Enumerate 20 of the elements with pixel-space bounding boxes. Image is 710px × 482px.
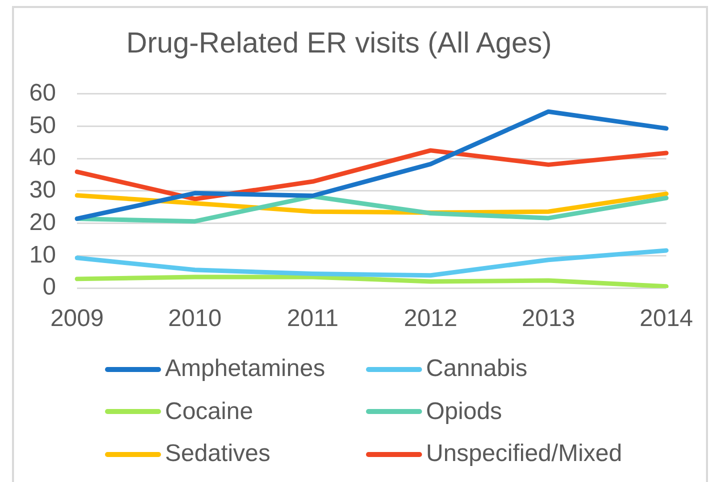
legend-label: Amphetamines — [165, 355, 326, 384]
y-tick-label: 20 — [29, 208, 56, 236]
y-tick-label: 10 — [29, 241, 56, 268]
x-tick-label: 2012 — [404, 305, 458, 332]
legend-label: Opiods — [426, 398, 502, 426]
x-tick-label: 2013 — [522, 305, 576, 332]
x-tick-label: 2014 — [640, 305, 693, 332]
chart-title: Drug-Related ER visits (All Ages) — [126, 27, 552, 60]
legend-label: Sedatives — [165, 440, 270, 468]
y-tick-label: 40 — [29, 144, 56, 172]
y-tick-label: 50 — [29, 112, 56, 139]
legend-label: Cocaine — [165, 398, 254, 426]
x-tick-label: 2009 — [50, 305, 104, 332]
y-tick-label: 30 — [29, 176, 56, 204]
legend-label: Unspecified/Mixed — [426, 440, 622, 468]
y-tick-label: 0 — [42, 274, 56, 301]
x-tick-label: 2010 — [168, 305, 222, 332]
legend-label: Cannabis — [426, 355, 528, 384]
x-tick-label: 2011 — [286, 305, 339, 332]
y-tick-label: 60 — [29, 79, 56, 106]
